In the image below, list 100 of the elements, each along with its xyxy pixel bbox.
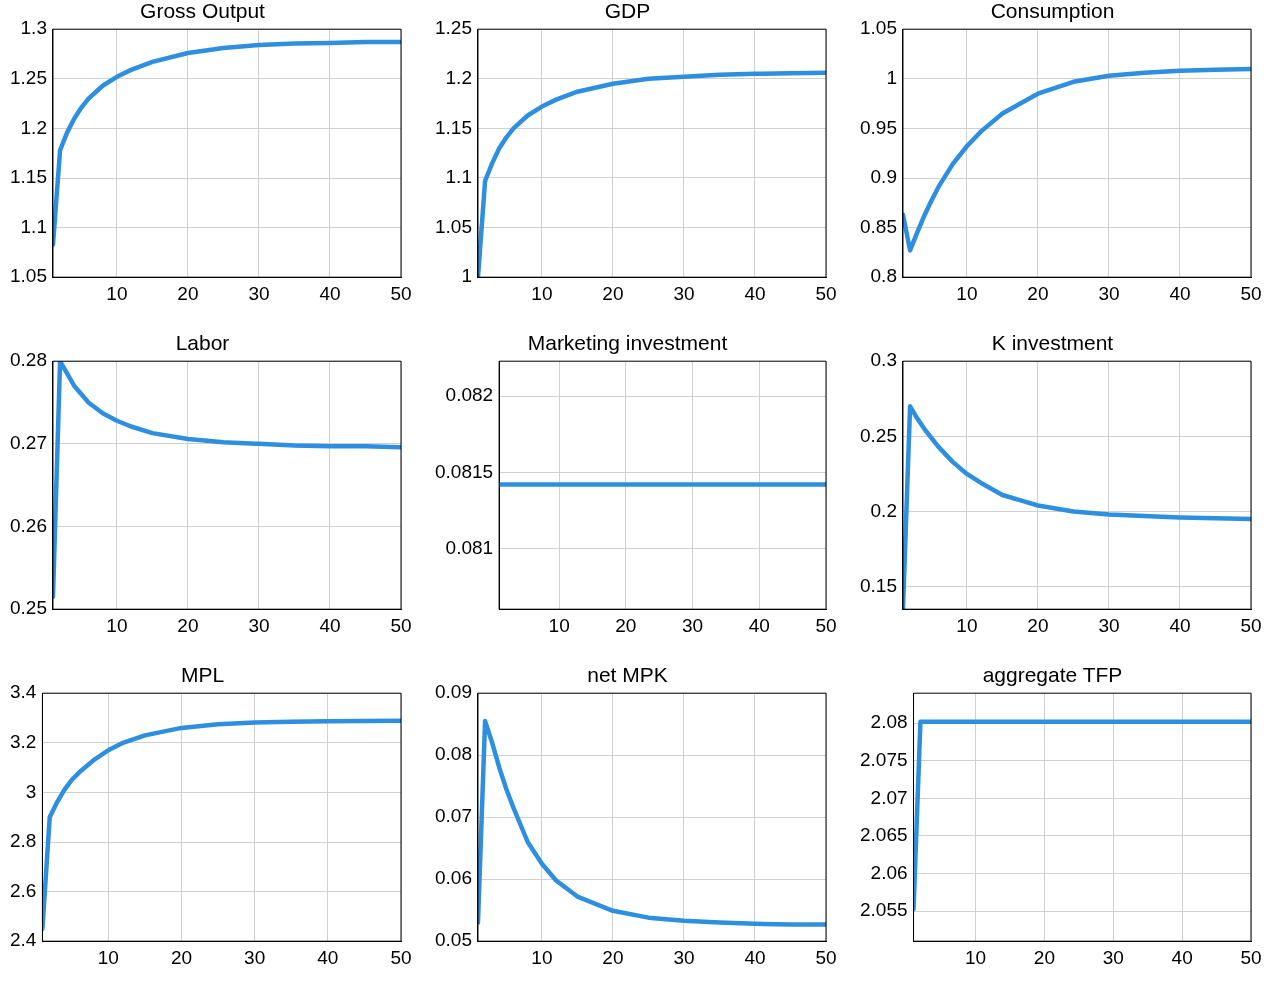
chart-title: Gross Output — [140, 0, 266, 23]
y-tick-label: 0.9 — [870, 166, 897, 188]
y-tick-label: 2.075 — [860, 749, 908, 771]
x-tick-label: 40 — [1169, 282, 1191, 304]
x-tick-label: 20 — [1033, 946, 1055, 968]
y-tick-label: 1.2 — [445, 67, 472, 89]
y-tick-label: 3 — [25, 780, 37, 802]
x-tick-label: 40 — [1169, 614, 1191, 636]
x-tick-label: 10 — [531, 282, 553, 304]
x-tick-label: 50 — [1240, 282, 1262, 304]
x-tick-label: 20 — [602, 946, 624, 968]
x-tick-label: 10 — [106, 282, 128, 304]
y-tick-label: 0.06 — [435, 867, 472, 889]
x-tick-label: 40 — [319, 282, 341, 304]
y-tick-label: 0.26 — [10, 514, 47, 536]
x-tick-label: 30 — [673, 282, 695, 304]
y-tick-label: 3.4 — [9, 681, 37, 703]
y-tick-label: 0.3 — [870, 349, 897, 371]
y-tick-label: 1.25 — [10, 67, 47, 89]
y-tick-label: 2.065 — [860, 824, 908, 846]
x-tick-label: 30 — [244, 946, 266, 968]
y-tick-label: 1.2 — [20, 116, 47, 138]
y-tick-label: 1.15 — [10, 166, 47, 188]
x-tick-label: 10 — [964, 946, 987, 968]
chart-title: net MPK — [587, 663, 668, 687]
x-tick-label: 20 — [615, 614, 637, 636]
x-tick-label: 30 — [1102, 946, 1124, 968]
x-tick-label: 50 — [815, 282, 837, 304]
x-tick-label: 50 — [815, 614, 837, 636]
chart-title: GDP — [604, 0, 651, 23]
x-tick-label: 30 — [248, 282, 270, 304]
y-tick-label: 1 — [461, 265, 472, 287]
x-tick-label: 10 — [956, 614, 978, 636]
x-tick-label: 40 — [744, 282, 766, 304]
y-tick-label: 0.07 — [435, 805, 472, 827]
y-tick-label: 2.08 — [870, 711, 908, 733]
y-tick-label: 1.15 — [435, 116, 472, 138]
y-tick-label: 0.05 — [435, 929, 472, 951]
y-tick-label: 0.08 — [435, 743, 472, 765]
x-tick-label: 20 — [1027, 282, 1049, 304]
x-tick-label: 10 — [97, 946, 119, 968]
x-tick-label: 50 — [390, 946, 412, 968]
x-tick-label: 50 — [1240, 614, 1262, 636]
y-tick-label: 0.28 — [10, 349, 47, 371]
y-tick-label: 0.95 — [860, 116, 897, 138]
x-tick-label: 10 — [531, 946, 553, 968]
y-tick-label: 0.0815 — [434, 460, 494, 482]
x-tick-label: 10 — [956, 282, 978, 304]
y-tick-label: 2.4 — [9, 929, 37, 951]
x-tick-label: 20 — [170, 946, 193, 968]
y-tick-label: 1 — [886, 67, 897, 89]
y-tick-label: 0.081 — [445, 536, 494, 558]
x-tick-label: 40 — [1171, 946, 1193, 968]
y-tick-label: 1.05 — [435, 215, 472, 237]
chart-title: aggregate TFP — [982, 663, 1123, 687]
y-tick-label: 0.25 — [860, 424, 897, 446]
chart-title: Marketing investment — [527, 331, 728, 355]
x-tick-label: 40 — [748, 614, 770, 636]
y-tick-label: 2.8 — [9, 830, 37, 852]
x-tick-label: 30 — [1098, 282, 1120, 304]
x-tick-label: 20 — [177, 282, 199, 304]
chart-title: K investment — [991, 331, 1114, 355]
y-tick-label: 1.1 — [20, 215, 47, 237]
y-tick-label: 1.05 — [860, 17, 897, 39]
y-tick-label: 0.85 — [860, 215, 897, 237]
y-tick-label: 0.2 — [870, 499, 897, 521]
x-tick-label: 20 — [1027, 614, 1049, 636]
y-tick-label: 1.1 — [445, 166, 472, 188]
y-tick-label: 3.2 — [9, 731, 37, 753]
x-tick-label: 10 — [548, 614, 570, 636]
chart-title: Consumption — [990, 0, 1115, 23]
y-tick-label: 2.06 — [870, 861, 908, 883]
y-tick-label: 2.07 — [870, 786, 908, 808]
x-tick-label: 30 — [682, 614, 704, 636]
x-tick-label: 30 — [673, 946, 695, 968]
x-tick-label: 10 — [106, 614, 128, 636]
y-tick-label: 1.05 — [10, 265, 47, 287]
y-tick-label: 0.8 — [870, 265, 897, 287]
chart-title: MPL — [180, 663, 225, 687]
x-tick-label: 50 — [815, 946, 837, 968]
y-tick-label: 2.055 — [860, 899, 908, 921]
x-tick-label: 30 — [248, 614, 270, 636]
chart-title: Labor — [175, 331, 230, 355]
x-tick-label: 50 — [390, 614, 412, 636]
x-tick-label: 40 — [317, 946, 339, 968]
x-tick-label: 20 — [177, 614, 199, 636]
x-tick-label: 40 — [744, 946, 766, 968]
x-tick-label: 40 — [319, 614, 341, 636]
y-tick-label: 1.3 — [20, 17, 47, 39]
y-tick-label: 0.09 — [435, 681, 472, 703]
x-tick-label: 50 — [1240, 946, 1262, 968]
x-tick-label: 50 — [390, 282, 412, 304]
x-tick-label: 30 — [1098, 614, 1120, 636]
y-tick-label: 0.25 — [10, 597, 47, 619]
y-tick-label: 2.6 — [9, 879, 37, 901]
y-tick-label: 1.25 — [435, 17, 472, 39]
y-tick-label: 0.082 — [445, 384, 494, 406]
x-tick-label: 20 — [602, 282, 624, 304]
y-tick-label: 0.27 — [10, 432, 47, 454]
y-tick-label: 0.15 — [860, 574, 897, 596]
